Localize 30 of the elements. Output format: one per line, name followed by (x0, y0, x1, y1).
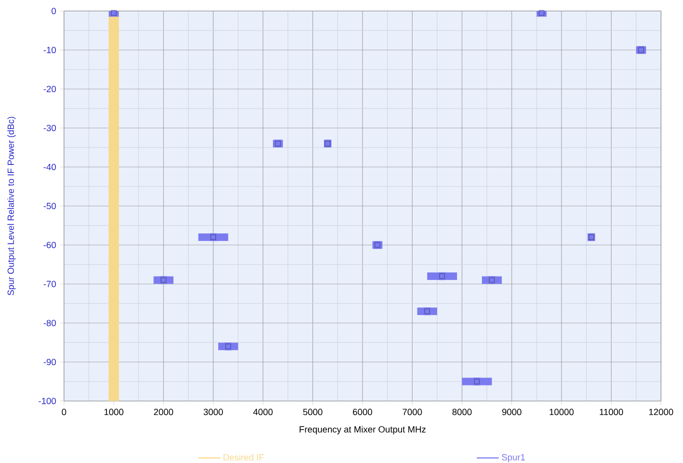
y-tick-label: -90 (44, 358, 56, 366)
x-tick-label: 10000 (550, 408, 574, 416)
x-tick-label: 1000 (104, 408, 124, 416)
x-tick-label: 3000 (204, 408, 223, 416)
x-tick-label: 5000 (303, 408, 322, 416)
y-tick-label: -70 (44, 280, 56, 288)
x-tick-label: 2000 (154, 408, 174, 416)
y-tick-label: 0 (52, 8, 56, 14)
x-axis-title: Frequency at Mixer Output MHz (300, 426, 426, 434)
legend-label: Spur1 (502, 454, 525, 462)
y-tick-label: -40 (44, 164, 56, 170)
x-tick-label: 8000 (452, 408, 472, 416)
y-tick-label: -100 (38, 398, 56, 404)
legend-label: Desired IF (224, 454, 264, 461)
y-tick-label: -30 (44, 124, 56, 132)
y-tick-label: -20 (44, 86, 56, 92)
y-tick-label: -80 (44, 320, 56, 326)
x-tick-label: 7000 (402, 408, 422, 416)
x-tick-label: 12000 (649, 408, 674, 416)
y-tick-label: -50 (44, 202, 56, 210)
point (538, 10, 544, 16)
y-axis-title: Spur Output Level Relative to IF Power (dBc) (7, 116, 16, 296)
y-tick-label: -60 (44, 242, 56, 248)
point (111, 10, 116, 16)
x-tick-label: 0 (62, 408, 66, 416)
x-tick-label: 9000 (502, 408, 522, 416)
y-tick-label: -10 (44, 46, 56, 54)
x-tick-label: 6000 (352, 408, 372, 416)
x-tick-label: 4000 (253, 408, 273, 416)
x-tick-label: 11000 (600, 408, 624, 416)
